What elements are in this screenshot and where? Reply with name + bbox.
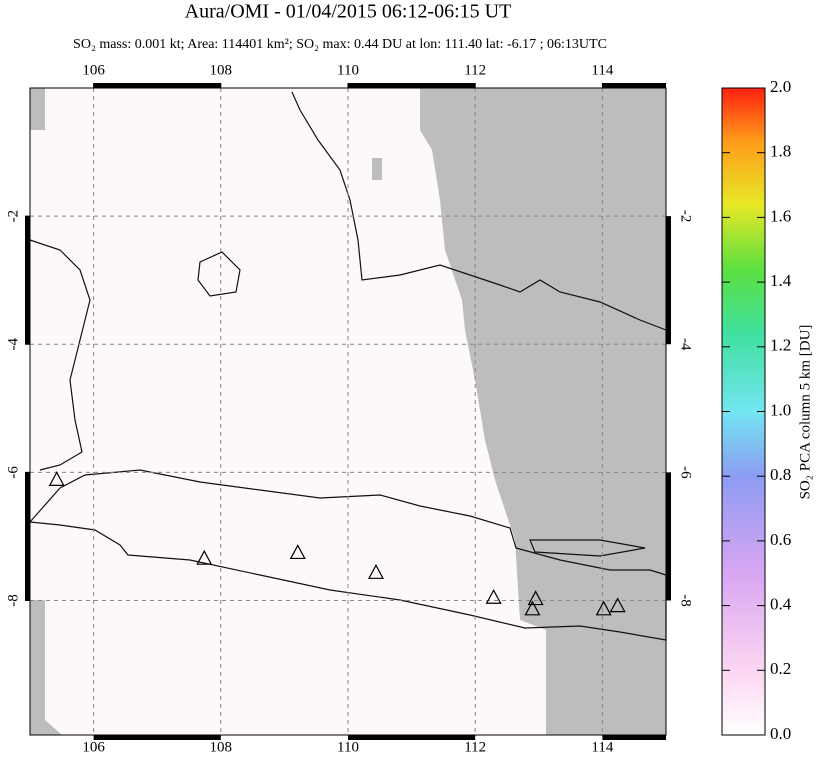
frame-bar bbox=[25, 216, 30, 345]
x-tick-label: 108 bbox=[210, 62, 233, 78]
coastlines bbox=[28, 91, 667, 641]
y-tick-label: -6 bbox=[5, 466, 21, 479]
frame-bar bbox=[666, 472, 671, 601]
colorbar-tick-label: 0.4 bbox=[770, 595, 792, 614]
subtitle: SO₂ mass: 0.001 kt; Area: 114401 km²; SO… bbox=[73, 37, 607, 52]
frame-bar bbox=[348, 735, 476, 740]
frame-bar bbox=[93, 83, 221, 88]
colorbar-tick-label: 0.2 bbox=[770, 659, 791, 678]
colorbar-tick-label: 2.0 bbox=[770, 77, 791, 96]
colorbar-tick-label: 0.6 bbox=[770, 530, 791, 549]
x-tick-label: 114 bbox=[591, 739, 613, 755]
colorbar-tick-label: 1.8 bbox=[770, 142, 791, 161]
volcano-marker bbox=[595, 600, 612, 616]
colorbar-tick-label: 1.0 bbox=[770, 400, 791, 419]
colorbar-tick-label: 0.8 bbox=[770, 465, 791, 484]
x-tick-label: 106 bbox=[82, 62, 105, 78]
frame-bar bbox=[348, 83, 476, 88]
frame-bar bbox=[93, 735, 221, 740]
x-tick-label: 110 bbox=[337, 62, 359, 78]
y-tick-label: -4 bbox=[5, 337, 21, 350]
colorbar-tick-label: 0.0 bbox=[770, 724, 791, 743]
x-tick-label: 106 bbox=[82, 739, 105, 755]
title: Aura/OMI - 01/04/2015 06:12-06:15 UT bbox=[185, 1, 512, 23]
x-tick-label: 112 bbox=[464, 62, 486, 78]
x-tick-label: 108 bbox=[210, 739, 233, 755]
y-tick-label: -2 bbox=[5, 210, 21, 223]
frame-bar bbox=[602, 83, 666, 88]
volcano-marker bbox=[524, 600, 541, 616]
colorbar-tick-label: 1.6 bbox=[770, 206, 791, 225]
volcano-marker bbox=[289, 544, 306, 560]
y-tick-label: -4 bbox=[678, 338, 694, 351]
y-tick-label: -6 bbox=[678, 466, 694, 479]
colorbar-label: SO₂ PCA column 5 km [DU] bbox=[797, 325, 813, 500]
frame-bar bbox=[666, 216, 671, 345]
y-tick-label: -8 bbox=[678, 594, 694, 607]
x-tick-label: 112 bbox=[464, 739, 486, 755]
volcano-marker bbox=[485, 589, 502, 604]
x-tick-label: 110 bbox=[337, 739, 359, 755]
volcano-marker bbox=[527, 590, 544, 606]
x-tick-label: 114 bbox=[591, 62, 613, 78]
colorbar-tick-label: 1.4 bbox=[770, 271, 792, 290]
volcano-marker bbox=[48, 471, 65, 487]
colorbar-tick-label: 1.2 bbox=[770, 336, 791, 355]
frame-bar bbox=[25, 472, 30, 601]
y-tick-label: -8 bbox=[5, 594, 21, 607]
volcano-marker bbox=[196, 549, 213, 565]
volcano-marker bbox=[367, 564, 384, 579]
frame-bar bbox=[602, 735, 666, 740]
volcano-marker bbox=[609, 597, 626, 613]
y-tick-label: -2 bbox=[678, 210, 694, 223]
no-data bbox=[30, 88, 666, 735]
